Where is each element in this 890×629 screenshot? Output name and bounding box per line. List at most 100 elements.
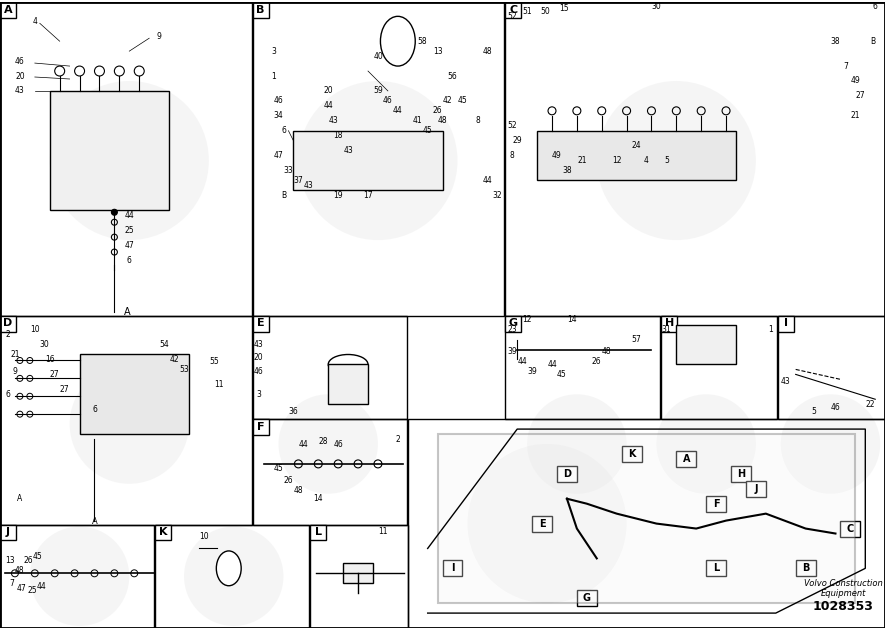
Text: 9: 9 — [157, 31, 162, 41]
Text: 42: 42 — [442, 96, 452, 106]
Text: 44: 44 — [393, 106, 402, 115]
Text: 44: 44 — [125, 211, 134, 220]
Text: 43: 43 — [344, 146, 353, 155]
Text: C: C — [509, 5, 517, 15]
FancyBboxPatch shape — [577, 590, 597, 606]
Text: 28: 28 — [319, 437, 328, 445]
Text: 26: 26 — [23, 556, 33, 565]
Bar — [537, 131, 736, 181]
Bar — [253, 419, 269, 435]
Text: 38: 38 — [562, 166, 571, 175]
Circle shape — [50, 81, 209, 240]
Text: 45: 45 — [557, 370, 567, 379]
Text: D: D — [562, 469, 570, 479]
Text: 48: 48 — [15, 566, 25, 575]
Ellipse shape — [216, 551, 241, 586]
Text: 51: 51 — [522, 7, 532, 16]
Ellipse shape — [328, 355, 368, 374]
Text: D: D — [4, 318, 12, 328]
Text: 37: 37 — [294, 176, 303, 185]
FancyBboxPatch shape — [532, 516, 552, 532]
Text: F: F — [713, 499, 719, 509]
FancyBboxPatch shape — [676, 451, 696, 467]
Text: 40: 40 — [373, 52, 383, 60]
Text: 45: 45 — [423, 126, 433, 135]
Text: 53: 53 — [179, 365, 189, 374]
Text: 18: 18 — [334, 131, 343, 140]
Text: 48: 48 — [602, 347, 611, 356]
Text: 13: 13 — [5, 556, 15, 565]
Ellipse shape — [380, 16, 416, 66]
Text: I: I — [784, 318, 788, 328]
Text: 21: 21 — [10, 350, 20, 359]
Text: 7: 7 — [843, 62, 848, 70]
Circle shape — [279, 394, 378, 494]
Bar — [328, 364, 368, 404]
Text: A: A — [125, 307, 131, 317]
Text: 43: 43 — [254, 340, 263, 349]
Text: I: I — [451, 564, 454, 574]
Circle shape — [597, 81, 756, 240]
Text: 6: 6 — [281, 126, 286, 135]
Bar — [506, 3, 886, 316]
Text: 6: 6 — [873, 2, 878, 11]
Text: 46: 46 — [254, 367, 263, 376]
Text: 45: 45 — [457, 96, 467, 106]
Bar — [155, 525, 310, 628]
Bar — [661, 316, 777, 419]
Circle shape — [30, 526, 129, 626]
Text: C: C — [846, 523, 854, 533]
Text: 7: 7 — [10, 579, 14, 587]
Text: 46: 46 — [830, 403, 840, 412]
Text: 19: 19 — [334, 191, 343, 200]
Bar — [506, 3, 522, 18]
Text: 44: 44 — [36, 582, 46, 591]
Text: 2: 2 — [5, 330, 11, 339]
Text: 47: 47 — [273, 151, 283, 160]
Text: 10: 10 — [199, 532, 208, 541]
Text: 21: 21 — [851, 111, 860, 120]
Text: 33: 33 — [284, 166, 294, 175]
FancyBboxPatch shape — [796, 560, 815, 576]
Bar — [0, 3, 252, 316]
Text: 43: 43 — [781, 377, 790, 386]
Text: 24: 24 — [632, 141, 642, 150]
Circle shape — [467, 444, 627, 603]
Text: K: K — [158, 527, 167, 537]
Text: B: B — [870, 36, 876, 46]
Text: 56: 56 — [448, 72, 457, 81]
Text: K: K — [627, 449, 635, 459]
Bar — [778, 316, 886, 419]
Text: 10: 10 — [30, 325, 40, 334]
Text: 32: 32 — [492, 191, 502, 200]
Text: 48: 48 — [294, 486, 303, 495]
Text: 1: 1 — [768, 325, 773, 334]
Bar — [0, 316, 16, 331]
Text: 59: 59 — [373, 86, 383, 96]
Text: 26: 26 — [284, 476, 293, 486]
Text: 48: 48 — [482, 47, 492, 55]
Bar — [344, 564, 373, 583]
Text: 55: 55 — [209, 357, 219, 366]
FancyBboxPatch shape — [621, 446, 642, 462]
Text: 3: 3 — [256, 390, 261, 399]
Text: H: H — [665, 318, 674, 328]
Text: E: E — [257, 318, 264, 328]
Text: 12: 12 — [522, 315, 532, 324]
Text: 43: 43 — [303, 181, 313, 190]
Text: 16: 16 — [44, 355, 54, 364]
Text: F: F — [257, 421, 264, 431]
Text: J: J — [6, 527, 10, 537]
Text: 26: 26 — [592, 357, 602, 366]
Circle shape — [781, 394, 880, 494]
Text: 6: 6 — [127, 255, 132, 265]
Circle shape — [184, 526, 283, 626]
Text: 14: 14 — [567, 315, 577, 324]
Bar — [408, 419, 886, 628]
Text: 52: 52 — [507, 12, 517, 21]
Text: 6: 6 — [5, 390, 11, 399]
Text: 34: 34 — [273, 111, 283, 120]
Text: 6: 6 — [92, 404, 97, 414]
Bar — [311, 525, 408, 628]
Bar — [778, 316, 794, 331]
